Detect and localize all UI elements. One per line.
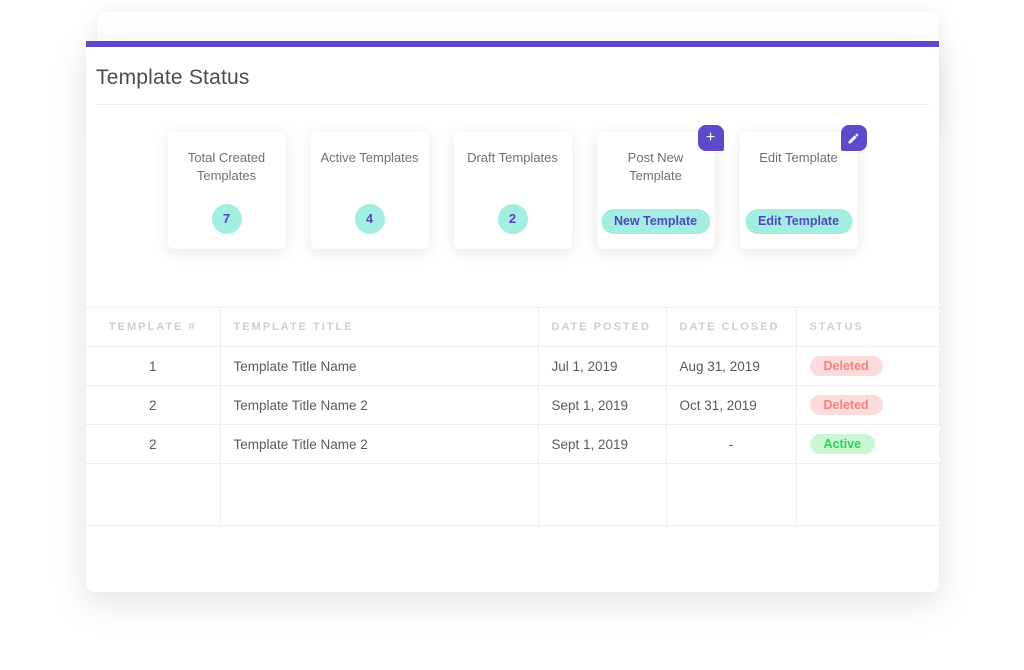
column-header-template-title: Template Title [220,307,539,347]
cell-date-posted: Sept 1, 2019 [538,385,667,425]
stat-card-draft: Draft Templates 2 [453,132,572,249]
stat-label: Edit Template [759,150,838,165]
cell-template-title: Template Title Name [220,346,539,386]
pencil-glyph [848,133,859,143]
stat-value-badge: 7 [211,204,242,234]
edit-template-button[interactable]: Edit Template [744,209,853,234]
card-post-new-template: + Post New Template New Template [596,125,724,249]
stat-value-badge: 4 [354,204,385,234]
plus-glyph: + [705,128,716,146]
new-template-button[interactable]: New Template [600,209,711,234]
column-header-date-closed: Date Closed [666,307,797,347]
cell-date-posted [538,463,667,526]
cell-date-closed [666,463,797,526]
stat-label: Active Templates [320,150,419,165]
table-row: 2 Template Title Name 2 Sept 1, 2019 Oct 31… [86,385,939,425]
stat-label: Post New Template [627,150,684,184]
column-header-status: Status [796,307,939,347]
table-row: 2 Template Title Name 2 Sept 1, 2019- Activ… [86,424,939,464]
cell-status: Deleted [796,385,939,425]
stat-card-total-created: Total Created Templates 7 [167,132,286,249]
accent-bar [86,41,939,47]
stat-label: Total Created Templates [187,150,266,184]
cell-template-number [86,463,221,526]
templates-table: Template # Template Title Date Posted Date … [86,307,939,526]
cell-date-posted: Jul 1, 2019 [538,346,667,386]
pencil-icon[interactable] [840,125,867,151]
stat-label: Draft Templates [467,150,558,165]
stat-card-active: Active Templates 4 [310,132,429,249]
cell-template-number: 2 [86,385,221,425]
cell-template-title: Template Title Name 2 [220,385,539,425]
cell-date-posted: Sept 1, 2019 [538,424,667,464]
cell-template-title [220,463,539,526]
status-badge: Active [809,434,876,454]
cell-template-title: Template Title Name 2 [220,424,539,464]
stat-value-badge: 2 [497,204,528,234]
plus-icon[interactable]: + [697,125,724,151]
page-title: Template Status [96,66,250,89]
cell-date-closed: - [666,424,797,464]
cell-template-number: 1 [86,346,221,386]
column-header-template: Template # [86,307,221,347]
table-row [86,463,939,526]
table-row: 1 Template Title Name Jul 1, 2019 Aug 31, 2… [86,346,939,386]
cell-date-closed: Oct 31, 2019 [666,385,797,425]
cell-template-number: 2 [86,424,221,464]
cell-status: Deleted [796,346,939,386]
title-divider [96,104,929,105]
status-badge: Deleted [809,356,883,376]
column-header-date-posted: Date Posted [538,307,667,347]
cell-status [796,463,939,526]
cell-date-closed: Aug 31, 2019 [666,346,797,386]
status-badge: Deleted [809,395,883,415]
cell-status: Active [796,424,939,464]
template-status-card: Template Status Total Created Templates … [86,41,939,592]
stats-row: Total Created Templates 7 Active Templat… [86,125,939,249]
table-header: Template # Template Title Date Posted Date … [86,307,939,347]
card-edit-template: Edit Template Edit Template [739,125,867,249]
